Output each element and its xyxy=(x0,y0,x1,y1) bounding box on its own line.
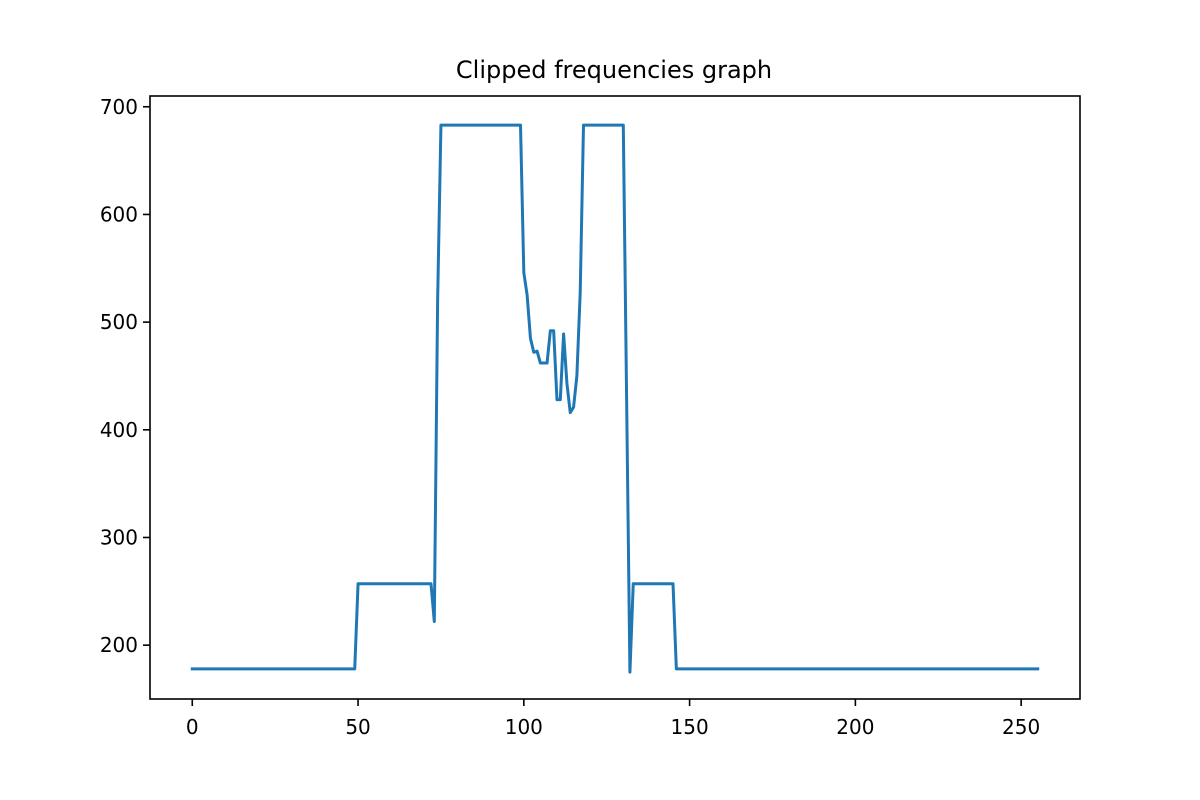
x-tick-label: 150 xyxy=(671,715,709,739)
series-line-0 xyxy=(190,123,1040,674)
y-tick-label: 200 xyxy=(100,633,138,657)
y-tick-label: 300 xyxy=(100,525,138,549)
x-tick-label: 100 xyxy=(505,715,543,739)
y-tick-label: 500 xyxy=(100,310,138,334)
chart-title: Clipped frequencies graph xyxy=(456,56,772,84)
plot-area: 0 50 100 150 200 250 200 300 400 500 600 700 xyxy=(100,95,1081,739)
y-tick-label: 400 xyxy=(100,418,138,442)
x-tick-label: 200 xyxy=(836,715,874,739)
y-tick-label: 700 xyxy=(100,95,138,119)
y-tick-label: 600 xyxy=(100,202,138,226)
x-tick-label: 0 xyxy=(186,715,199,739)
x-tick-label: 50 xyxy=(345,715,370,739)
x-tick-label: 250 xyxy=(1002,715,1040,739)
axes-frame xyxy=(149,95,1081,700)
